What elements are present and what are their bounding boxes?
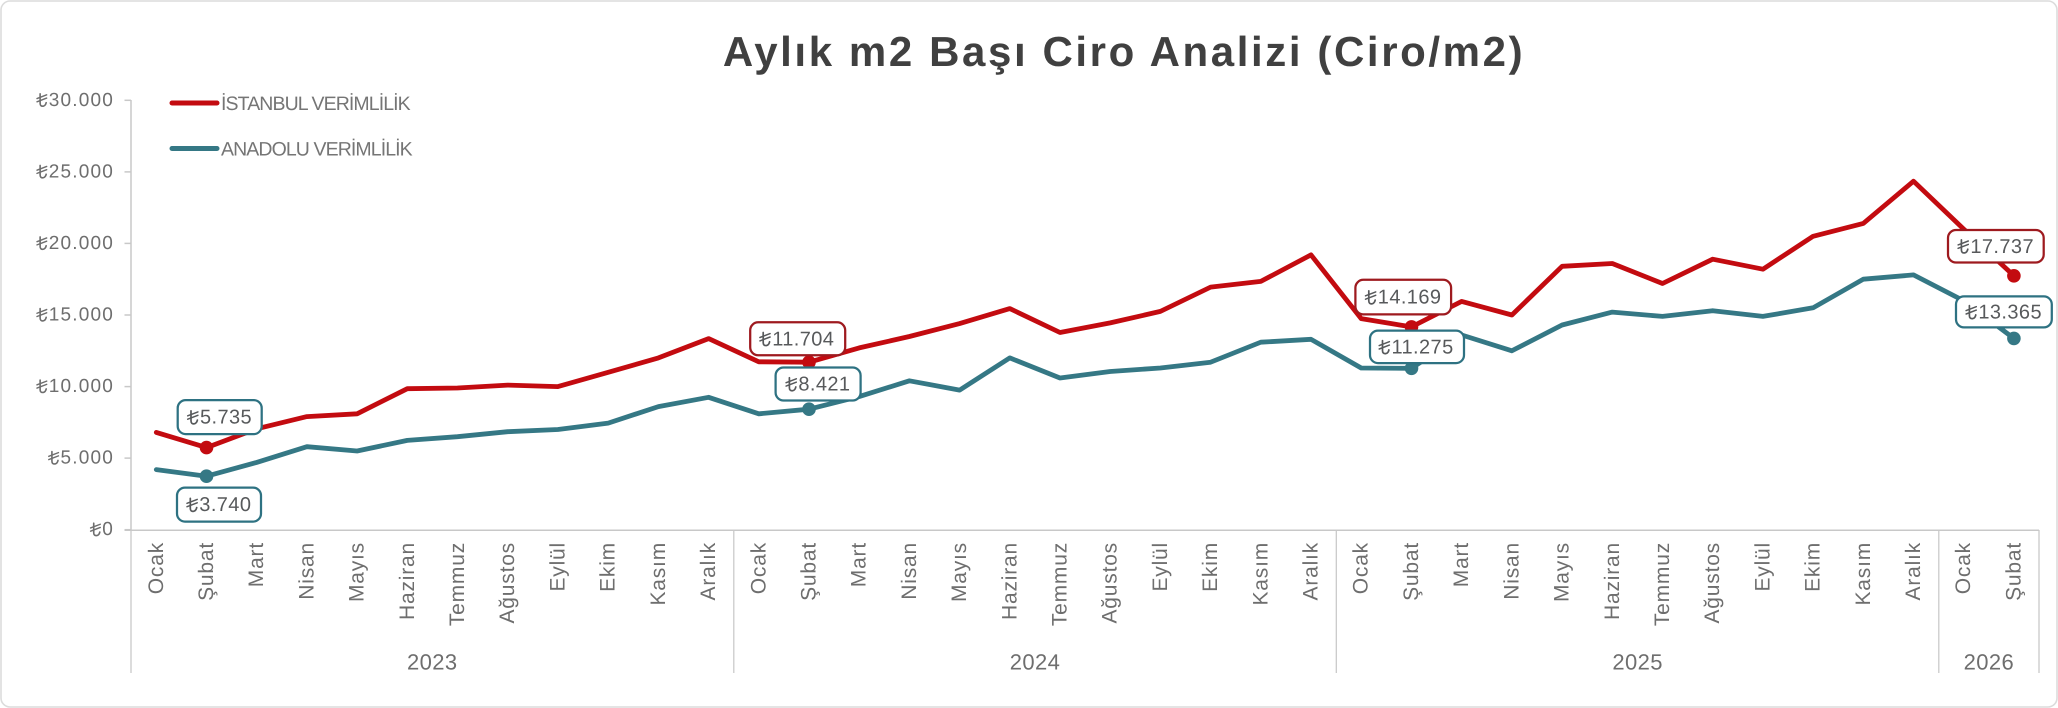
svg-text:13.365: 13.365 (1978, 301, 2042, 323)
svg-text:14.169: 14.169 (1378, 287, 1442, 309)
svg-text:15.000: 15.000 (49, 305, 114, 326)
svg-text:25.000: 25.000 (49, 161, 114, 182)
svg-text:Ekim: Ekim (1199, 542, 1222, 592)
svg-text:Şubat: Şubat (1400, 542, 1423, 601)
svg-text:Ocak: Ocak (1350, 542, 1373, 594)
svg-text:Nisan: Nisan (1500, 542, 1523, 600)
svg-text:Kasım: Kasım (1852, 542, 1875, 606)
svg-text:Eylül: Eylül (1751, 542, 1774, 592)
svg-text:Kasım: Kasım (1249, 542, 1272, 606)
svg-text:2023: 2023 (407, 650, 458, 675)
svg-text:Aylık m2 Başı Ciro Analizi (Ci: Aylık m2 Başı Ciro Analizi (Ciro/m2) (723, 28, 1525, 75)
svg-text:Ağustos: Ağustos (1701, 542, 1724, 623)
svg-text:Haziran: Haziran (1601, 542, 1624, 620)
svg-text:0: 0 (102, 519, 114, 540)
svg-text:Haziran: Haziran (396, 542, 419, 620)
svg-text:5.735: 5.735 (200, 407, 252, 429)
svg-text:Ocak: Ocak (145, 542, 168, 594)
svg-text:Mart: Mart (1450, 542, 1473, 587)
svg-text:2026: 2026 (1964, 650, 2015, 675)
svg-text:Temmuz: Temmuz (446, 542, 469, 626)
svg-text:11.275: 11.275 (1392, 336, 1454, 358)
svg-text:Ekim: Ekim (1802, 542, 1825, 592)
svg-text:30.000: 30.000 (49, 90, 114, 111)
svg-text:Mayıs: Mayıs (346, 542, 369, 602)
svg-text:Aralık: Aralık (1902, 542, 1925, 600)
svg-text:Mayıs: Mayıs (1551, 542, 1574, 602)
svg-text:11.704: 11.704 (772, 328, 834, 350)
svg-text:Nisan: Nisan (295, 542, 318, 600)
svg-text:5.000: 5.000 (61, 448, 115, 469)
svg-text:ANADOLU VERİMLİLİK: ANADOLU VERİMLİLİK (221, 139, 413, 161)
svg-text:Ağustos: Ağustos (496, 542, 519, 623)
svg-text:2024: 2024 (1010, 650, 1061, 675)
svg-text:Nisan: Nisan (898, 542, 921, 600)
svg-text:Mart: Mart (245, 542, 268, 587)
svg-text:Şubat: Şubat (2002, 542, 2025, 601)
svg-text:Haziran: Haziran (998, 542, 1021, 620)
svg-text:10.000: 10.000 (49, 376, 114, 397)
svg-text:3.740: 3.740 (199, 494, 251, 516)
svg-text:Aralık: Aralık (1300, 542, 1323, 600)
svg-text:Ağustos: Ağustos (1099, 542, 1122, 623)
svg-text:Eylül: Eylül (1149, 542, 1172, 592)
svg-text:20.000: 20.000 (49, 233, 114, 254)
svg-text:Kasım: Kasım (647, 542, 670, 606)
svg-text:Temmuz: Temmuz (1651, 542, 1674, 626)
svg-text:Mayıs: Mayıs (948, 542, 971, 602)
svg-text:Ekim: Ekim (597, 542, 620, 592)
svg-text:Eylül: Eylül (546, 542, 569, 592)
svg-text:8.421: 8.421 (798, 374, 850, 396)
svg-text:Şubat: Şubat (195, 542, 218, 601)
svg-text:Şubat: Şubat (798, 542, 821, 601)
svg-text:Temmuz: Temmuz (1049, 542, 1072, 626)
svg-text:Ocak: Ocak (1952, 542, 1975, 594)
svg-text:17.737: 17.737 (1970, 236, 2034, 258)
svg-text:2025: 2025 (1612, 650, 1663, 675)
svg-text:Mart: Mart (848, 542, 871, 587)
svg-text:Aralık: Aralık (697, 542, 720, 600)
svg-text:Ocak: Ocak (747, 542, 770, 594)
svg-text:İSTANBUL VERİMLİLİK: İSTANBUL VERİMLİLİK (221, 93, 411, 115)
